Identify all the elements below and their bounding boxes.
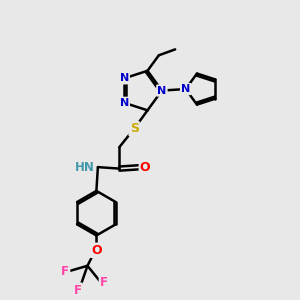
Text: S: S: [130, 122, 139, 135]
Text: N: N: [181, 84, 190, 94]
Text: F: F: [100, 276, 108, 289]
Text: F: F: [61, 265, 69, 278]
Text: N: N: [120, 98, 129, 108]
Text: O: O: [140, 160, 150, 174]
Text: HN: HN: [74, 160, 94, 174]
Text: O: O: [91, 244, 102, 257]
Text: N: N: [157, 85, 167, 96]
Text: F: F: [74, 284, 82, 297]
Text: N: N: [120, 73, 129, 83]
